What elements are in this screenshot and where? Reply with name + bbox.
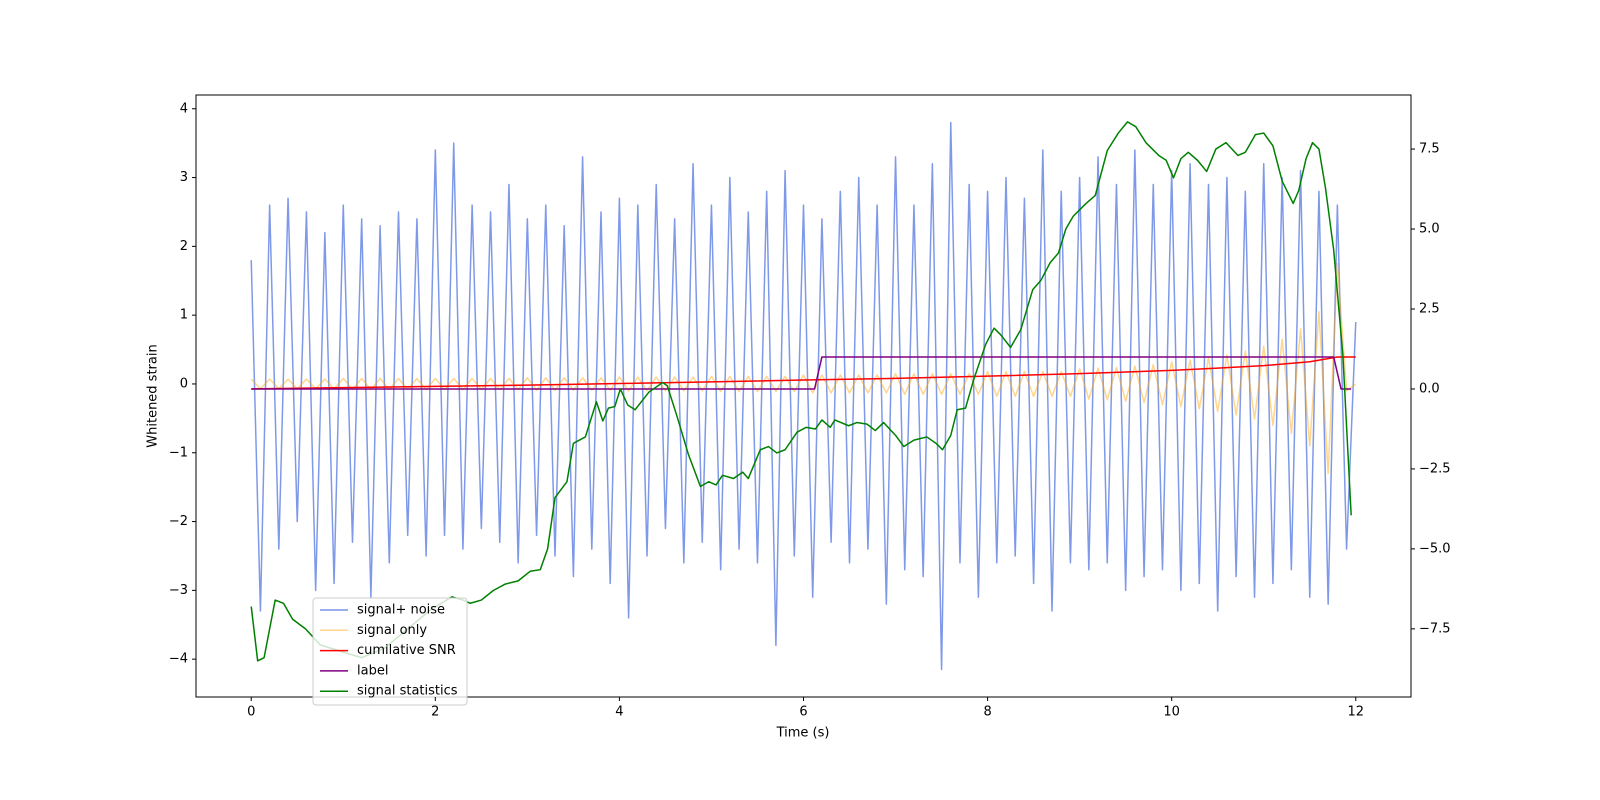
y2-tick-label: −7.5: [1419, 621, 1451, 636]
legend-label: signal+ noise: [357, 603, 445, 618]
legend-label: signal statistics: [357, 684, 458, 699]
legend-label: label: [357, 663, 388, 678]
series-line: [251, 356, 1356, 390]
x-axis-label: Time (s): [776, 726, 830, 741]
y-axis-label: Whitened strain: [146, 344, 161, 447]
y2-tick-label: 5.0: [1419, 222, 1440, 237]
legend-frame: [312, 597, 468, 706]
y-tick-label: 3: [180, 170, 188, 185]
x-tick-label: 12: [1347, 705, 1364, 720]
x-tick-label: 0: [247, 705, 255, 720]
x-tick-label: 8: [983, 705, 991, 720]
legend-label: cumilative SNR: [357, 643, 456, 658]
y2-tick-label: −5.0: [1419, 541, 1451, 556]
y-tick-label: 0: [180, 376, 188, 391]
y2-tick-label: 7.5: [1419, 142, 1440, 157]
y-tick-label: 1: [180, 308, 188, 323]
y-tick-label: −2: [169, 514, 188, 529]
series-line: [250, 121, 1352, 662]
legend-label: signal only: [357, 623, 427, 638]
series-line: [250, 121, 1357, 671]
y-tick-label: −4: [169, 652, 188, 667]
series-line: [250, 262, 1357, 475]
x-tick-label: 2: [431, 705, 439, 720]
y-tick-label: 4: [180, 101, 188, 116]
y-tick-label: −1: [169, 445, 188, 460]
x-tick-label: 6: [799, 705, 807, 720]
legend: signal+ noise signal only cumilative SNR la…: [312, 597, 468, 706]
y-tick-label: 2: [180, 239, 188, 254]
y-tick-label: −3: [169, 583, 188, 598]
y2-tick-label: 2.5: [1419, 301, 1440, 316]
plot-area: [250, 121, 1357, 671]
x-tick-label: 4: [615, 705, 623, 720]
y2-tick-label: 0.0: [1419, 381, 1440, 396]
y2-tick-label: −2.5: [1419, 461, 1451, 476]
series-line: [251, 356, 1352, 390]
x-tick-label: 10: [1163, 705, 1180, 720]
